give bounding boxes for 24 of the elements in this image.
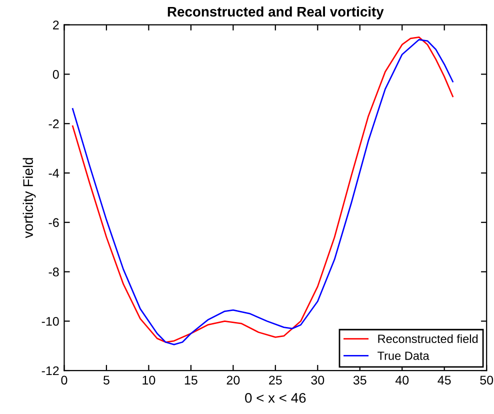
x-tick-label: 30 xyxy=(311,376,324,385)
y-tick-label: -2 xyxy=(48,119,59,128)
x-tick-label: 50 xyxy=(480,376,494,385)
x-axis-title: 0 < x < 46 xyxy=(245,392,306,403)
y-tick-label: -10 xyxy=(42,316,59,326)
x-tick-label: 40 xyxy=(395,376,409,385)
x-tick-label: 20 xyxy=(226,376,240,385)
x-tick-label: 10 xyxy=(142,376,156,385)
x-tick-label: 35 xyxy=(353,376,366,385)
y-tick-label: 0 xyxy=(52,70,59,79)
legend-label: True Data xyxy=(378,352,430,360)
legend-label: Reconstructed field xyxy=(378,334,478,344)
y-tick-label: -12 xyxy=(42,366,59,376)
y-tick-label: 2 xyxy=(53,20,59,30)
y-tick-label: -8 xyxy=(48,268,59,276)
x-tick-label: 0 xyxy=(61,376,68,385)
y-tick-label: -6 xyxy=(48,218,59,228)
x-tick-label: 5 xyxy=(103,376,110,385)
chart-title: Reconstructed and Real vorticity xyxy=(168,6,384,20)
y-axis-title: vorticity Field xyxy=(22,158,36,238)
x-tick-label: 45 xyxy=(438,376,451,385)
x-tick-label: 15 xyxy=(184,376,198,385)
x-tick-label: 25 xyxy=(269,376,282,385)
y-tick-label: -4 xyxy=(48,168,59,178)
